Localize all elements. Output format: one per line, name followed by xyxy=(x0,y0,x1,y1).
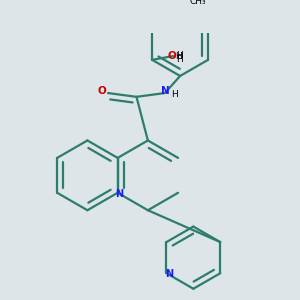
Text: CH₃: CH₃ xyxy=(189,0,206,6)
Text: O: O xyxy=(168,51,177,61)
Text: N: N xyxy=(116,189,124,199)
Text: O: O xyxy=(98,86,106,96)
Text: N: N xyxy=(165,269,173,279)
Text: N: N xyxy=(161,86,170,96)
Text: H: H xyxy=(176,52,182,61)
Text: H: H xyxy=(171,90,177,99)
Text: H: H xyxy=(176,51,183,60)
Text: H: H xyxy=(176,55,182,64)
